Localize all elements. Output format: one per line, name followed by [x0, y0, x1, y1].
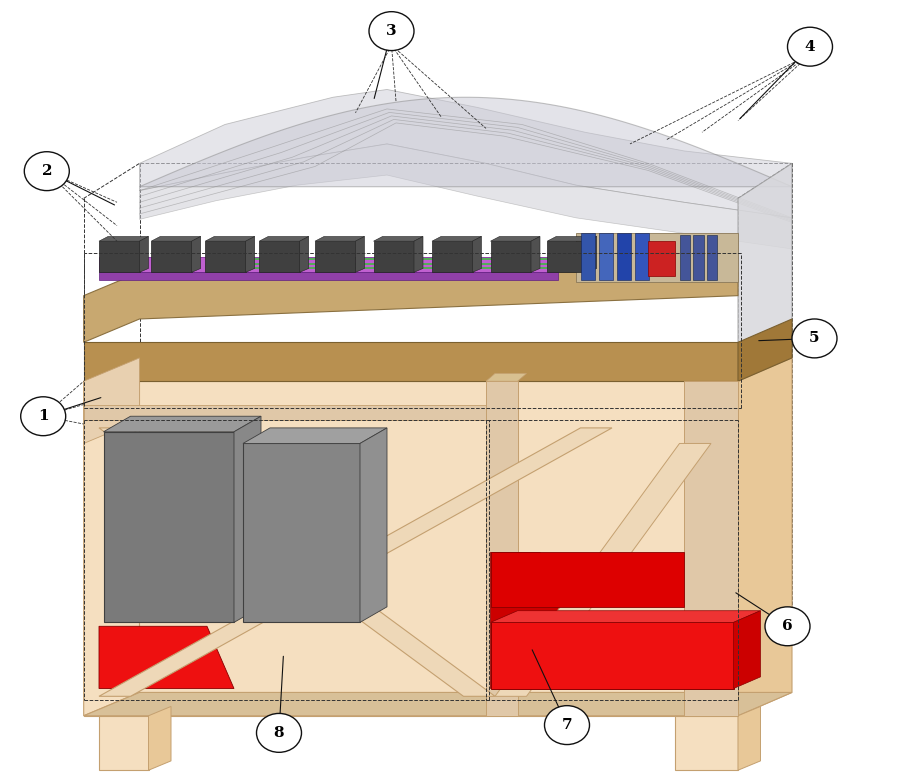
Polygon shape — [738, 706, 760, 770]
Polygon shape — [243, 428, 387, 443]
Circle shape — [765, 607, 810, 646]
Polygon shape — [84, 272, 738, 342]
Text: 5: 5 — [809, 331, 820, 345]
Polygon shape — [491, 241, 531, 272]
Polygon shape — [491, 237, 540, 241]
Text: 8: 8 — [274, 726, 284, 740]
Polygon shape — [616, 233, 631, 280]
Polygon shape — [491, 552, 684, 607]
Polygon shape — [734, 611, 760, 689]
Circle shape — [792, 319, 837, 358]
Polygon shape — [374, 237, 423, 241]
Polygon shape — [140, 97, 792, 187]
Polygon shape — [259, 237, 309, 241]
Polygon shape — [472, 237, 482, 272]
Polygon shape — [684, 381, 738, 716]
Polygon shape — [140, 144, 792, 249]
Polygon shape — [99, 428, 612, 696]
Polygon shape — [547, 241, 588, 272]
Polygon shape — [374, 241, 414, 272]
Polygon shape — [300, 237, 309, 272]
Polygon shape — [140, 89, 792, 218]
Polygon shape — [486, 373, 526, 381]
Circle shape — [369, 12, 414, 51]
Polygon shape — [151, 241, 192, 272]
Text: 4: 4 — [805, 40, 815, 54]
Polygon shape — [104, 416, 261, 432]
Polygon shape — [547, 237, 597, 241]
Polygon shape — [414, 237, 423, 272]
Text: 7: 7 — [562, 718, 572, 732]
Polygon shape — [84, 405, 495, 420]
Polygon shape — [84, 692, 792, 716]
Polygon shape — [246, 237, 255, 272]
Polygon shape — [151, 237, 201, 241]
Circle shape — [788, 27, 832, 66]
Circle shape — [21, 397, 66, 436]
Polygon shape — [738, 358, 792, 716]
Polygon shape — [598, 233, 613, 280]
Polygon shape — [99, 428, 495, 696]
Polygon shape — [356, 237, 364, 272]
Polygon shape — [140, 237, 148, 272]
Polygon shape — [648, 241, 675, 276]
Polygon shape — [432, 237, 482, 241]
Circle shape — [544, 706, 590, 745]
Polygon shape — [84, 358, 140, 443]
Polygon shape — [84, 358, 140, 716]
Polygon shape — [99, 716, 148, 770]
Polygon shape — [99, 237, 148, 241]
Polygon shape — [486, 381, 518, 716]
Polygon shape — [576, 233, 738, 282]
Text: 6: 6 — [782, 619, 793, 633]
Polygon shape — [491, 552, 594, 689]
Text: 1: 1 — [38, 409, 49, 423]
Polygon shape — [243, 443, 360, 622]
Polygon shape — [738, 319, 792, 381]
Polygon shape — [315, 241, 356, 272]
Polygon shape — [259, 241, 300, 272]
Polygon shape — [580, 233, 595, 280]
Polygon shape — [680, 235, 690, 280]
Polygon shape — [99, 626, 234, 689]
Text: 3: 3 — [386, 24, 397, 38]
Polygon shape — [205, 241, 246, 272]
Polygon shape — [192, 237, 201, 272]
Circle shape — [256, 713, 302, 752]
Polygon shape — [675, 716, 738, 770]
Polygon shape — [99, 272, 558, 280]
Polygon shape — [634, 233, 649, 280]
Polygon shape — [491, 611, 760, 622]
Polygon shape — [693, 235, 704, 280]
Polygon shape — [360, 428, 387, 622]
Polygon shape — [531, 237, 540, 272]
Polygon shape — [315, 237, 365, 241]
Polygon shape — [234, 416, 261, 622]
Polygon shape — [99, 241, 140, 272]
Polygon shape — [104, 432, 234, 622]
Polygon shape — [491, 622, 734, 689]
Polygon shape — [588, 237, 597, 272]
Polygon shape — [148, 706, 171, 770]
Polygon shape — [706, 235, 717, 280]
Polygon shape — [84, 381, 738, 716]
Text: 2: 2 — [41, 164, 52, 178]
Polygon shape — [84, 342, 738, 381]
Polygon shape — [432, 241, 473, 272]
Polygon shape — [738, 163, 792, 673]
Polygon shape — [495, 443, 711, 696]
Polygon shape — [205, 237, 255, 241]
Circle shape — [24, 152, 69, 191]
Polygon shape — [99, 257, 558, 272]
